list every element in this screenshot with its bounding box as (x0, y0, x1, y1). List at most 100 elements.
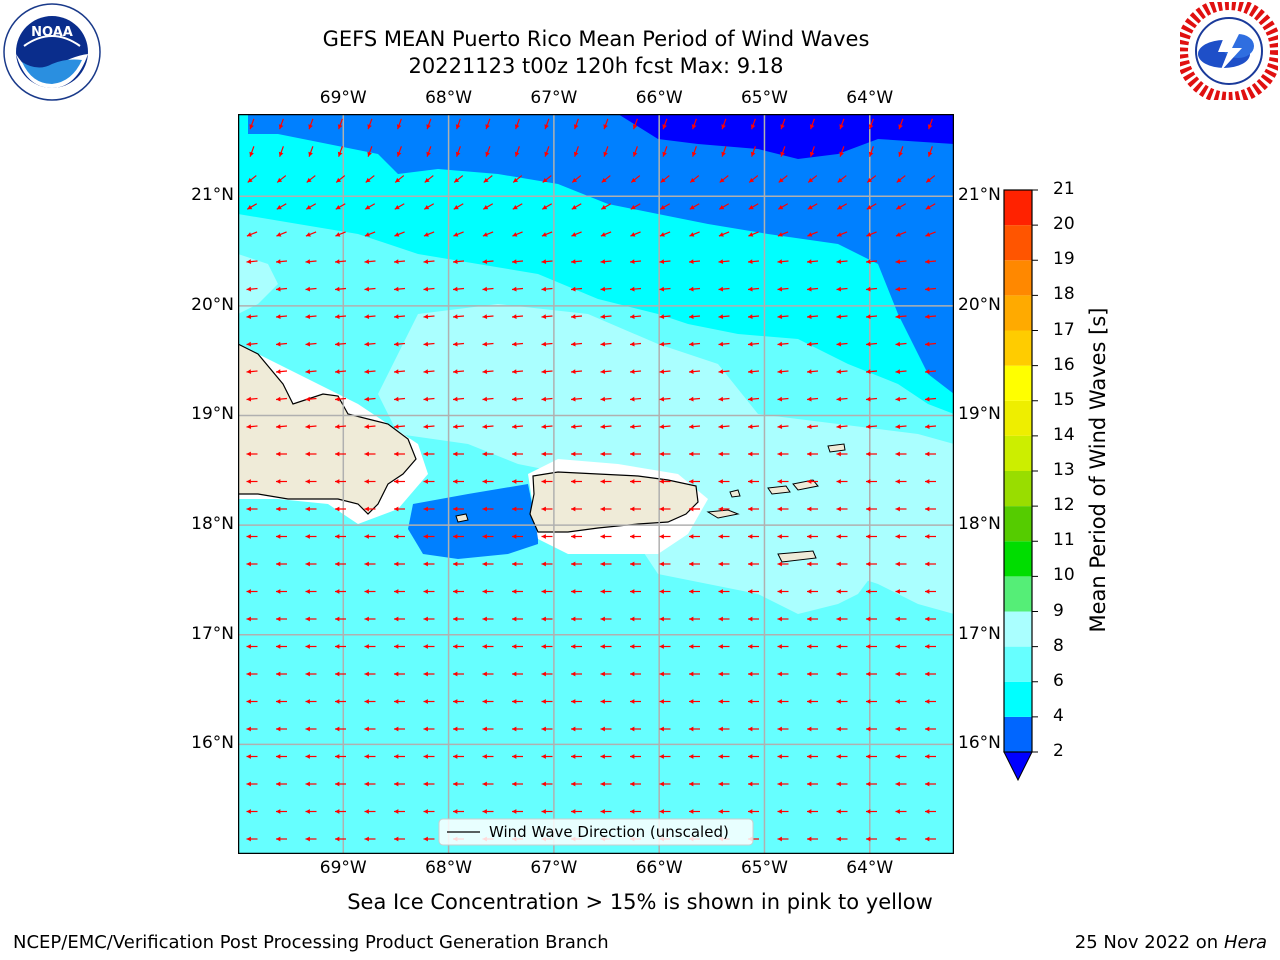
wind-wave-arrow (423, 644, 435, 649)
wind-wave-arrow (571, 809, 582, 814)
wind-wave-arrow (364, 699, 376, 704)
wind-wave-arrow (452, 424, 465, 429)
wind-wave-arrow (423, 809, 435, 814)
wind-wave-arrow (364, 341, 376, 347)
wind-wave-arrow (747, 314, 760, 319)
lon-tick-top: 69°W (319, 88, 367, 108)
wind-wave-arrow (924, 369, 937, 374)
wind-wave-arrow (689, 479, 700, 484)
wind-wave-arrow (689, 699, 700, 704)
wind-wave-arrow (688, 259, 701, 264)
wind-wave-arrow (394, 754, 405, 759)
wind-wave-arrow (630, 589, 641, 594)
land-anguilla (827, 443, 846, 453)
wind-wave-arrow (718, 286, 730, 292)
wind-wave-arrow (866, 534, 877, 539)
wind-wave-arrow (393, 424, 406, 429)
wind-wave-arrow (453, 506, 464, 512)
wind-wave-arrow (600, 534, 612, 539)
colorbar-level-label: 6 (1053, 670, 1064, 691)
wind-wave-arrow (777, 534, 789, 539)
wind-wave-arrow (305, 506, 317, 512)
wind-wave-arrow (305, 589, 317, 594)
wind-wave-arrow (364, 644, 376, 649)
wind-wave-arrow (423, 781, 435, 787)
wind-wave-arrow (541, 534, 553, 539)
lat-tick-left: 16°N (191, 733, 234, 754)
wind-wave-arrow (544, 146, 550, 157)
wind-wave-arrow (777, 231, 789, 237)
wind-wave-arrow (246, 286, 258, 292)
wind-wave-arrow (777, 561, 789, 567)
wind-wave-arrow (483, 175, 493, 183)
wind-wave-arrow (541, 589, 553, 594)
wind-wave-arrow (780, 146, 786, 157)
wind-wave-arrow (276, 699, 287, 704)
wind-wave-arrow (895, 479, 907, 484)
wind-wave-arrow (482, 809, 494, 814)
wind-wave-arrow (895, 726, 907, 732)
wind-wave-arrow (306, 175, 316, 183)
wind-wave-arrow (630, 781, 641, 787)
wind-wave-arrow (335, 231, 346, 237)
wind-wave-arrow (246, 314, 258, 319)
wind-wave-arrow (453, 479, 464, 484)
wind-wave-arrow (364, 259, 376, 264)
wind-wave-arrow (482, 203, 494, 210)
wind-wave-arrow (541, 506, 553, 512)
wind-wave-arrow (603, 146, 609, 157)
lat-tick-left: 18°N (191, 514, 234, 535)
wind-wave-arrow (453, 589, 464, 594)
wind-wave-arrow (364, 836, 376, 842)
footer-date-text: 25 Nov 2022 on (1074, 932, 1219, 953)
wind-wave-arrow (925, 479, 936, 484)
wind-wave-arrow (541, 451, 553, 457)
wind-wave-arrow (895, 644, 907, 649)
wind-wave-arrow (334, 369, 347, 374)
wind-wave-arrow (865, 424, 878, 429)
wind-wave-arrow (659, 699, 671, 704)
wind-wave-arrow (748, 781, 759, 787)
wind-wave-arrow (394, 506, 405, 512)
wind-wave-arrow (630, 561, 641, 567)
wind-wave-arrow (629, 286, 642, 292)
wind-wave-arrow (393, 369, 406, 374)
wind-wave-arrow (689, 644, 700, 649)
wind-wave-arrow (305, 396, 317, 402)
wind-wave-arrow (512, 616, 523, 622)
wind-wave-arrow (778, 175, 788, 183)
wind-wave-arrow (571, 726, 582, 732)
wind-wave-arrow (866, 699, 877, 704)
wind-wave-arrow (571, 589, 582, 594)
wind-wave-arrow (570, 396, 583, 402)
wind-wave-arrow (246, 506, 258, 512)
wind-wave-arrow (249, 146, 255, 157)
wind-wave-arrow (600, 781, 612, 787)
wind-wave-arrow (630, 616, 641, 622)
wind-wave-arrow (423, 451, 435, 457)
colorbar-level-label: 16 (1053, 354, 1075, 375)
wind-wave-arrow (453, 754, 464, 759)
wind-wave-arrow (541, 396, 553, 402)
wind-wave-arrow (570, 259, 583, 264)
wind-wave-arrow (836, 341, 848, 347)
wind-wave-arrow (452, 341, 465, 347)
wind-wave-arrow (777, 781, 789, 787)
wind-wave-arrow (541, 726, 553, 732)
wind-wave-arrow (927, 146, 933, 157)
wind-wave-arrow (276, 479, 287, 484)
wind-wave-arrow (511, 396, 524, 402)
footer-branch: NCEP/EMC/Verification Post Processing Pr… (13, 932, 609, 953)
wind-wave-arrow (249, 118, 255, 130)
wind-wave-arrow (246, 479, 258, 484)
wind-wave-arrow (305, 616, 317, 622)
wind-wave-arrow (512, 203, 523, 210)
wind-wave-arrow (689, 616, 700, 622)
wind-wave-arrow (895, 424, 907, 429)
wind-wave-arrow (836, 671, 848, 677)
wind-wave-arrow (423, 231, 435, 237)
colorbar-segment (1004, 330, 1032, 366)
wind-wave-arrow (423, 203, 435, 210)
colorbar-segment (1004, 400, 1032, 436)
wind-wave-arrow (718, 369, 730, 374)
